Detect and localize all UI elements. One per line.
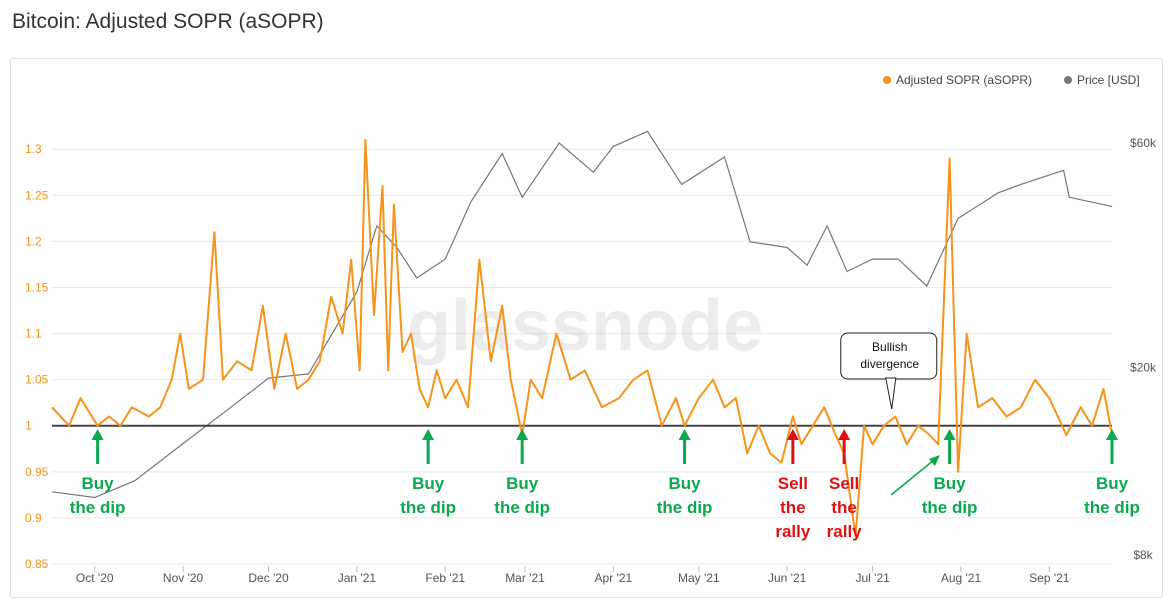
divergence-arrow-shaft (890, 459, 935, 496)
buy-annotation-text: the dip (400, 498, 456, 517)
buy-annotation-text: the dip (494, 498, 550, 517)
callout-text: Bullish (872, 340, 907, 354)
legend-label-sopr: Adjusted SOPR (aSOPR) (896, 73, 1032, 87)
y-left-tick-label: 1.3 (25, 142, 42, 156)
sell-annotation-text: rally (775, 522, 811, 541)
buy-annotation-text: Buy (1096, 474, 1129, 493)
y-left-tick-label: 1.1 (25, 327, 42, 341)
y-left-tick-label: 0.9 (25, 511, 42, 525)
sell-annotation-text: Sell (829, 474, 859, 493)
buy-arrow-head (516, 429, 529, 440)
y-left-tick-label: 0.85 (25, 557, 49, 571)
legend-swatch-sopr (883, 76, 891, 84)
y-right-tick-label: $8k (1133, 548, 1153, 562)
buy-annotation-text: the dip (70, 498, 126, 517)
sell-arrow-head (786, 429, 799, 440)
x-tick-label: Jan '21 (338, 571, 377, 585)
y-left-tick-label: 1.05 (25, 373, 49, 387)
y-left-tick-label: 1.25 (25, 188, 49, 202)
chart-frame (10, 58, 1163, 598)
buy-annotation-text: the dip (922, 498, 978, 517)
buy-annotation-text: Buy (412, 474, 445, 493)
x-tick-label: Apr '21 (595, 571, 633, 585)
divergence-arrow-head (929, 455, 940, 466)
buy-annotation-text: Buy (934, 474, 967, 493)
x-tick-label: Oct '20 (76, 571, 114, 585)
legend-label-price: Price [USD] (1077, 73, 1140, 87)
x-tick-label: Nov '20 (163, 571, 204, 585)
x-tick-label: Jul '21 (855, 571, 890, 585)
legend-swatch-price (1064, 76, 1072, 84)
sell-arrow-head (838, 429, 851, 440)
sell-annotation-text: the (831, 498, 857, 517)
x-tick-label: Mar '21 (505, 571, 545, 585)
sopr-line (51, 139, 1113, 538)
x-tick-label: Sep '21 (1029, 571, 1070, 585)
callout-text: divergence (860, 357, 919, 371)
sell-annotation-text: Sell (778, 474, 808, 493)
page-title: Bitcoin: Adjusted SOPR (aSOPR) (12, 10, 324, 33)
watermark-text: glassnode (407, 286, 763, 366)
x-tick-label: May '21 (678, 571, 720, 585)
sell-annotation-text: rally (827, 522, 863, 541)
buy-annotation-text: Buy (82, 474, 115, 493)
x-tick-label: Feb '21 (425, 571, 465, 585)
buy-arrow-head (1106, 429, 1118, 440)
x-tick-label: Aug '21 (941, 571, 982, 585)
buy-arrow-head (943, 429, 956, 440)
buy-annotation-text: the dip (1084, 498, 1140, 517)
y-right-tick-label: $20k (1130, 361, 1157, 375)
buy-arrow-head (91, 429, 104, 440)
y-left-tick-label: 1 (25, 419, 32, 433)
buy-annotation-text: Buy (506, 474, 539, 493)
buy-arrow-head (678, 429, 691, 440)
y-right-tick-label: $60k (1130, 136, 1157, 150)
x-tick-label: Jun '21 (768, 571, 807, 585)
y-left-tick-label: 1.15 (25, 280, 49, 294)
x-tick-label: Dec '20 (248, 571, 289, 585)
buy-annotation-text: Buy (669, 474, 702, 493)
y-left-tick-label: 1.2 (25, 234, 42, 248)
y-left-tick-label: 0.95 (25, 465, 49, 479)
buy-annotation-text: the dip (657, 498, 713, 517)
callout-pointer (885, 377, 897, 410)
buy-arrow-head (422, 429, 435, 440)
sell-annotation-text: the (780, 498, 806, 517)
